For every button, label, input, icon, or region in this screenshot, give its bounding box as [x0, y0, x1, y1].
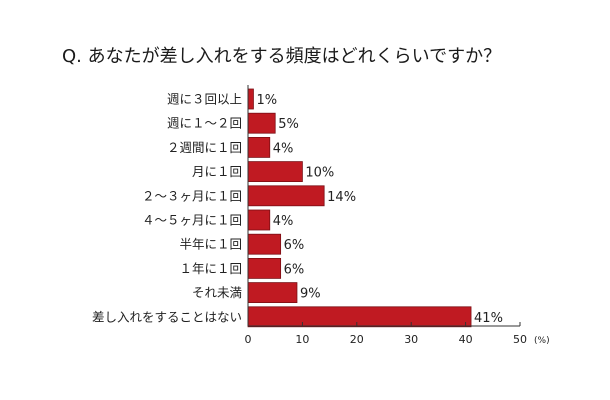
bar: [247, 88, 254, 110]
category-label: 差し入れをすることはない: [92, 309, 242, 324]
value-label: 4%: [273, 214, 294, 229]
x-tick-label: 20: [350, 333, 364, 346]
x-axis: 0 10 20 30 40 50 (%): [245, 85, 550, 346]
category-label: ２週間に１回: [167, 140, 242, 155]
bars-layer: 週に３回以上 1% 週に１～２回 5% ２週間に１回 4% 月に１回 10% ２～３ヶ月に１回 1…: [92, 88, 503, 328]
category-label: ２～３ヶ月に１回: [142, 188, 242, 203]
value-label: 6%: [284, 238, 305, 253]
value-label: 5%: [278, 117, 299, 132]
bar: [247, 282, 298, 304]
bar: [247, 161, 303, 183]
category-label: 週に１～２回: [167, 116, 242, 131]
x-unit-label: (%): [534, 336, 550, 346]
value-label: 6%: [284, 262, 305, 277]
x-tick-label: 30: [404, 333, 418, 346]
x-tick-label: 10: [295, 333, 309, 346]
bar: [247, 185, 325, 207]
bar: [247, 112, 276, 134]
category-label: 月に１回: [192, 164, 242, 179]
category-label: それ未満: [192, 285, 242, 300]
category-label: ４～５ヶ月に１回: [142, 213, 242, 228]
x-tick-label: 40: [459, 333, 473, 346]
bar: [247, 209, 271, 231]
bar: [247, 136, 271, 158]
value-label: 14%: [327, 190, 356, 205]
category-label: １年に１回: [179, 261, 242, 276]
bar: [247, 257, 282, 279]
category-label: 週に３回以上: [167, 92, 242, 107]
category-label: 半年に１回: [179, 237, 242, 252]
value-label: 9%: [300, 287, 321, 302]
value-label: 41%: [474, 311, 503, 326]
value-label: 1%: [256, 93, 277, 108]
value-label: 10%: [305, 166, 334, 181]
x-tick-label: 0: [245, 333, 252, 346]
value-label: 4%: [273, 141, 294, 156]
bar: [247, 306, 472, 328]
chart-title: Q. あなたが差し入れをする頻度はどれくらいですか？: [62, 46, 501, 67]
x-tick-label: 50: [513, 333, 527, 346]
bar: [247, 233, 282, 255]
